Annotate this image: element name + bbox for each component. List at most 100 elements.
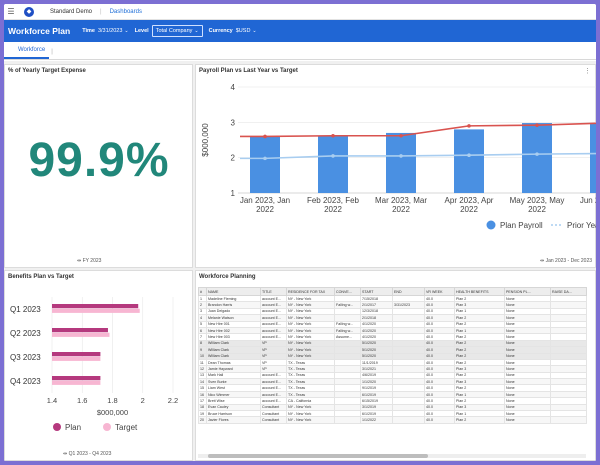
workforce-planning-card: Workforce Planning # NAME TITLE RESIDENCE F… bbox=[195, 270, 596, 461]
table-row[interactable]: 11 Dean Thomas VP TX - Texas 11/1/2019 40.0 Pl… bbox=[198, 358, 587, 367]
tab-workforce[interactable]: Workforce bbox=[4, 47, 50, 59]
time-select[interactable]: 3/31/2023 ⌄ bbox=[98, 28, 129, 34]
x-tick-label: Apr 2023, Apr 2022 bbox=[445, 196, 494, 214]
legend-label-prior-year: Prior Year bbox=[567, 221, 596, 230]
column-header[interactable]: END bbox=[392, 287, 425, 296]
table-cell[interactable] bbox=[550, 301, 587, 309]
table-cell[interactable] bbox=[550, 416, 587, 424]
table-row[interactable]: 1 Madeline Fleming account E... NY - New Yo… bbox=[198, 294, 587, 303]
table-row[interactable]: 4 Melanie Watson account E... NY - New York… bbox=[198, 314, 587, 322]
table-row[interactable]: 8 William Clark VP NY - New York 5/1/2020 40.… bbox=[198, 339, 587, 348]
column-header[interactable]: RESIDENCE FOR TAX bbox=[286, 287, 335, 296]
table-cell[interactable]: None bbox=[504, 416, 551, 424]
table-cell[interactable] bbox=[550, 371, 587, 380]
table-cell[interactable] bbox=[550, 346, 587, 354]
table-cell[interactable] bbox=[550, 365, 587, 373]
line-point bbox=[263, 134, 267, 139]
table-row[interactable]: 6 New Hire 002 account E... NY - New York Fa… bbox=[198, 326, 587, 335]
table-cell[interactable] bbox=[550, 390, 587, 399]
table-cell[interactable] bbox=[550, 409, 587, 418]
table-cell[interactable]: Consultant bbox=[260, 416, 287, 424]
scrollbar-thumb[interactable] bbox=[208, 454, 428, 458]
table-row[interactable]: 17 Brett Wise account E... CA - California 6… bbox=[198, 397, 587, 405]
y-tick-label: 4 bbox=[231, 83, 236, 92]
table-cell[interactable] bbox=[550, 358, 587, 367]
column-header[interactable]: PENSION PL... bbox=[504, 287, 551, 296]
table-cell[interactable] bbox=[550, 333, 587, 341]
column-header[interactable]: HEALTH BENEFITS bbox=[454, 287, 505, 296]
arrows-icon: ⇹ bbox=[63, 451, 69, 457]
x-tick-label: Mar 2023, Mar 2022 bbox=[375, 196, 427, 214]
table-row[interactable]: 3 Juan Delgado account E... NY - New York 12… bbox=[198, 307, 587, 316]
payroll-card: Payroll Plan vs Last Year vs Target ⋮ 1 2… bbox=[195, 64, 596, 268]
table-cell[interactable] bbox=[550, 384, 587, 392]
currency-select[interactable]: $USD ⌄ bbox=[236, 28, 257, 34]
kpi-card: % of Yearly Target Expense 99.9% ⇹ FY 20… bbox=[4, 64, 193, 268]
table-cell[interactable]: Plan 2 bbox=[454, 416, 505, 424]
table-row[interactable]: 10 William Clark VP NY - New York 5/1/2020 40… bbox=[198, 352, 587, 360]
bar bbox=[590, 123, 596, 193]
table-row[interactable]: 16 Nico Wimmer account E... TX - Texas 6/1/2… bbox=[198, 390, 587, 399]
table-cell[interactable]: 40.0 bbox=[424, 416, 455, 424]
table-cell[interactable]: 1/1/2022 bbox=[360, 416, 393, 424]
table-row[interactable]: 18 Evan Cauley Consultant NY - New York 3/1/… bbox=[198, 403, 587, 412]
bar-plan bbox=[52, 304, 139, 309]
chevron-down-icon: ⌄ bbox=[252, 28, 257, 34]
x-tick-label: Jan 2023, Jan 2022 bbox=[240, 196, 290, 214]
payroll-title: Payroll Plan vs Last Year vs Target bbox=[199, 68, 298, 74]
y-tick-label: Q2 2023 bbox=[10, 329, 41, 338]
line-point bbox=[399, 154, 403, 158]
bar bbox=[318, 136, 348, 193]
table-cell[interactable] bbox=[550, 403, 587, 412]
table-row[interactable]: 2 Brandon Harris account E... NY - New York… bbox=[198, 301, 587, 309]
more-options-icon[interactable]: ⋮ bbox=[584, 68, 591, 75]
table-row[interactable]: 19 Bruce Harrison Consultant NY - New York 6… bbox=[198, 409, 587, 418]
level-select[interactable]: Total Company ⌄ bbox=[151, 25, 203, 37]
table-row[interactable]: 13 Mark Hall account E... TX - Texas 4/6/201… bbox=[198, 371, 587, 380]
table-cell[interactable] bbox=[550, 294, 587, 303]
table-cell[interactable] bbox=[392, 416, 425, 424]
horizontal-scrollbar[interactable] bbox=[198, 454, 586, 458]
benefits-title: Benefits Plan vs Target bbox=[8, 274, 74, 280]
y-tick-label: 1 bbox=[231, 189, 236, 198]
app-logo-icon[interactable]: ◆ bbox=[24, 6, 34, 17]
table-cell[interactable]: NY - New York bbox=[286, 416, 335, 424]
column-header[interactable]: VR WEEK bbox=[424, 287, 455, 296]
table-cell[interactable]: 20 bbox=[198, 416, 207, 424]
breadcrumb-separator: | bbox=[100, 8, 102, 15]
table-row[interactable]: 9 William Clark VP NY - New York 5/1/2020 40.… bbox=[198, 346, 587, 354]
column-header[interactable]: START bbox=[360, 287, 393, 296]
page-title: Workforce Plan bbox=[8, 26, 71, 36]
time-label: Time bbox=[82, 28, 95, 34]
table-cell[interactable] bbox=[550, 314, 587, 322]
column-header[interactable]: RAISE DA... bbox=[550, 287, 587, 296]
table-cell[interactable] bbox=[334, 416, 361, 424]
column-header[interactable]: # bbox=[198, 287, 207, 296]
dashboards-link[interactable]: Dashboards bbox=[109, 8, 142, 15]
table-cell[interactable] bbox=[550, 326, 587, 335]
line-point bbox=[535, 152, 539, 156]
column-header[interactable]: NAME bbox=[206, 287, 261, 296]
table-cell[interactable] bbox=[550, 339, 587, 348]
bar-plan bbox=[52, 376, 101, 381]
kpi-value: 99.9% bbox=[28, 134, 170, 187]
table-row[interactable]: 20 Javier Flores Consultant NY - New York 1/… bbox=[198, 416, 587, 424]
table-cell[interactable] bbox=[550, 352, 587, 360]
table-cell[interactable] bbox=[550, 397, 587, 405]
table-cell[interactable]: Javier Flores bbox=[206, 416, 261, 424]
bar-target bbox=[52, 356, 101, 361]
table-row[interactable]: 12 Jamie Hayward VP TX - Texas 3/1/2021 40.0 P… bbox=[198, 365, 587, 373]
table-cell[interactable] bbox=[550, 307, 587, 316]
bar-plan bbox=[52, 328, 108, 333]
table-cell[interactable] bbox=[550, 320, 587, 328]
table-row[interactable]: 14 Sven Burke account E... TX - Texas 1/1/20… bbox=[198, 378, 587, 386]
hamburger-icon[interactable]: ☰ bbox=[7, 7, 15, 16]
table-row[interactable]: 5 New Hire 001 account E... NY - New York Fa… bbox=[198, 320, 587, 328]
table-row[interactable]: 7 New Hire 003 account E... NY - New York As… bbox=[198, 333, 587, 341]
column-header[interactable]: TITLE bbox=[260, 287, 287, 296]
table-cell[interactable] bbox=[550, 378, 587, 386]
legend-swatch-plan bbox=[53, 423, 61, 431]
y-tick-label: Q3 2023 bbox=[10, 353, 41, 362]
column-header[interactable]: CONVE... bbox=[334, 287, 361, 296]
table-row[interactable]: 15 Liam West account E... TX - Texas 9/1/201… bbox=[198, 384, 587, 392]
